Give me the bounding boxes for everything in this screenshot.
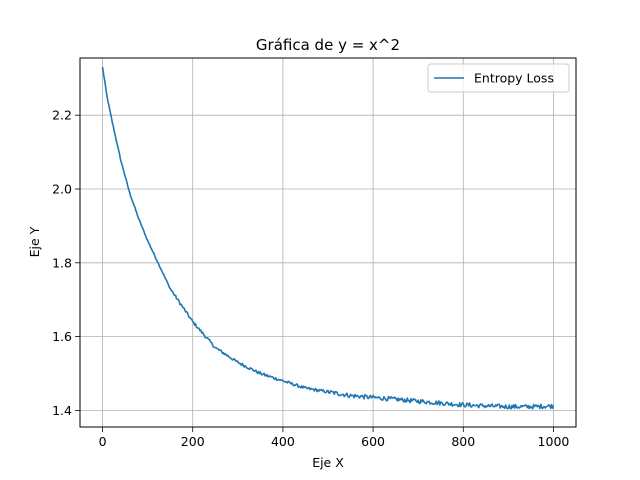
y-tick-label: 2.0	[52, 181, 72, 196]
legend-label-entropy-loss: Entropy Loss	[474, 71, 554, 86]
y-axis-label: Eje Y	[27, 226, 42, 257]
x-tick-label: 800	[451, 434, 475, 449]
legend: Entropy Loss	[427, 63, 570, 93]
plot-frame	[79, 57, 577, 428]
y-tick-label: 1.6	[52, 329, 72, 344]
series-line-entropy-loss	[101, 66, 555, 410]
x-tick-label: 200	[181, 434, 205, 449]
y-axis-ticks: 1.4 1.6 1.8 2.0 2.2	[52, 108, 80, 418]
x-tick-label: 600	[361, 434, 385, 449]
x-tick-label: 1000	[538, 434, 570, 449]
chart-title: Gráfica de y = x^2	[256, 36, 400, 54]
x-axis-ticks: 0 200 400 600 800 1000	[99, 427, 570, 449]
grid-layer	[80, 58, 576, 427]
y-tick-label: 2.2	[52, 108, 72, 123]
y-tick-label: 1.4	[52, 403, 72, 418]
x-axis-label: Eje X	[312, 455, 344, 470]
y-tick-label: 1.8	[52, 255, 72, 270]
x-tick-label: 0	[99, 434, 107, 449]
series-layer	[101, 66, 555, 410]
legend-box	[427, 63, 570, 93]
x-tick-label: 400	[271, 434, 295, 449]
